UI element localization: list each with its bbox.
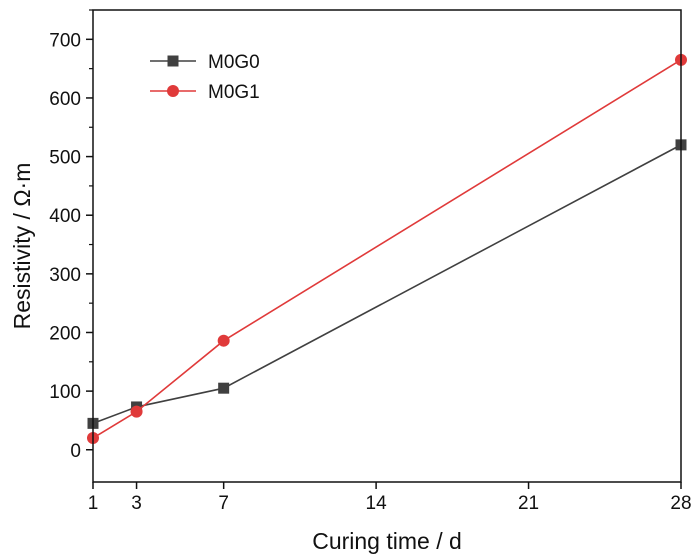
- x-tick-label: 3: [131, 493, 142, 514]
- y-tick-label: 700: [49, 30, 81, 51]
- legend-label: M0G1: [208, 82, 260, 103]
- legend-item-M0G1: M0G1: [150, 82, 260, 103]
- y-tick-label: 200: [49, 323, 81, 344]
- series-M0G1: [87, 53, 687, 445]
- legend-marker: [167, 55, 179, 67]
- x-tick-label: 28: [670, 493, 691, 514]
- plot-frame: [92, 9, 682, 483]
- x-axis-title: Curing time / d: [312, 528, 462, 554]
- data-point: [218, 382, 230, 394]
- y-tick-label: 300: [49, 265, 81, 286]
- tick-layer: 0 100 200 300 400 500 600 700 1 3 7 14 21 28: [49, 9, 692, 514]
- y-tick-label: 400: [49, 206, 81, 227]
- legend-marker: [167, 85, 179, 97]
- legend-label: M0G0: [208, 52, 260, 73]
- x-tick-label: 1: [88, 493, 99, 514]
- data-point: [217, 334, 230, 347]
- series-line: [92, 59, 682, 439]
- series-M0G0: [87, 139, 687, 429]
- y-tick-label: 500: [49, 148, 81, 169]
- y-tick-label: 100: [49, 382, 81, 403]
- data-point: [130, 405, 143, 418]
- series-layer: [87, 53, 687, 445]
- x-tick-label: 14: [366, 493, 388, 514]
- y-tick-label: 600: [49, 89, 81, 110]
- y-tick-label: 0: [70, 441, 81, 462]
- legend-item-M0G0: M0G0: [150, 52, 260, 73]
- y-axis-title: Resistivity / Ω·m: [9, 163, 35, 330]
- legend: M0G0 M0G1: [150, 52, 260, 103]
- x-tick-label: 21: [518, 493, 539, 514]
- x-tick-label: 7: [218, 493, 229, 514]
- series-line: [92, 144, 682, 425]
